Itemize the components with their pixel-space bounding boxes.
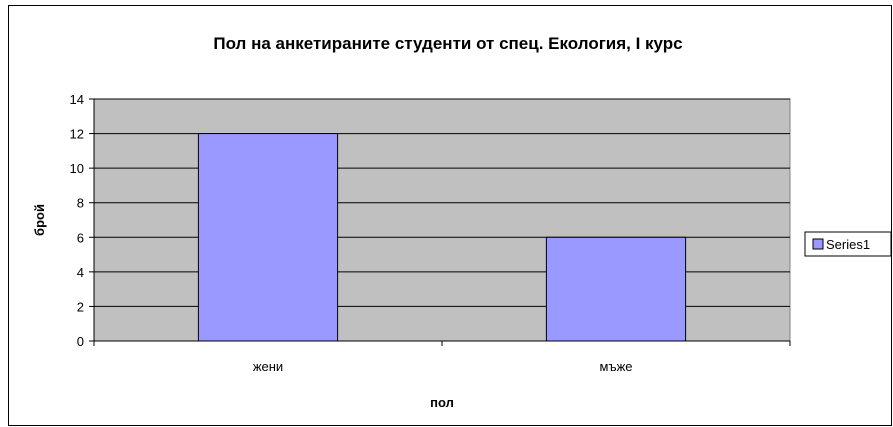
y-tick-label-6: 6 [77, 230, 84, 245]
legend: Series1 [804, 231, 892, 257]
y-axis-label: брой [32, 204, 47, 236]
x-tick-label-мъже: мъже [600, 359, 633, 374]
y-tick-label-10: 10 [70, 161, 84, 176]
bar-жени [197, 133, 339, 342]
bars [197, 133, 687, 342]
bar-мъже [545, 236, 687, 342]
legend-label-series1: Series1 [826, 237, 870, 252]
y-tick-label-8: 8 [77, 196, 84, 211]
legend-swatch [812, 238, 824, 250]
x-axis-ticks: жени мъже [93, 341, 791, 374]
chart-title: Пол на анкетираните студенти от спец. Ек… [213, 34, 682, 53]
y-tick-label-4: 4 [77, 265, 84, 280]
y-axis-ticks: 0 2 4 6 8 10 12 14 [70, 92, 94, 349]
y-tick-label-2: 2 [77, 299, 84, 314]
y-tick-label-14: 14 [70, 92, 84, 107]
x-tick-label-жени: жени [253, 359, 283, 374]
y-tick-label-12: 12 [70, 127, 84, 142]
y-tick-label-0: 0 [77, 334, 84, 349]
x-axis-label: пол [430, 395, 454, 410]
